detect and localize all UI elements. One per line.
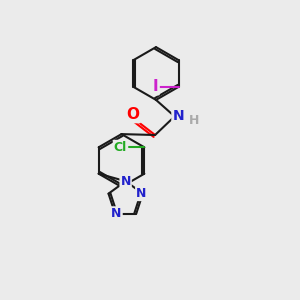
Text: N: N [136, 187, 146, 200]
Text: O: O [127, 107, 140, 122]
Text: I: I [153, 79, 159, 94]
Text: N: N [120, 175, 131, 188]
Text: Cl: Cl [114, 141, 127, 154]
Text: H: H [189, 113, 199, 127]
Text: N: N [111, 207, 122, 220]
Text: N: N [172, 110, 184, 123]
